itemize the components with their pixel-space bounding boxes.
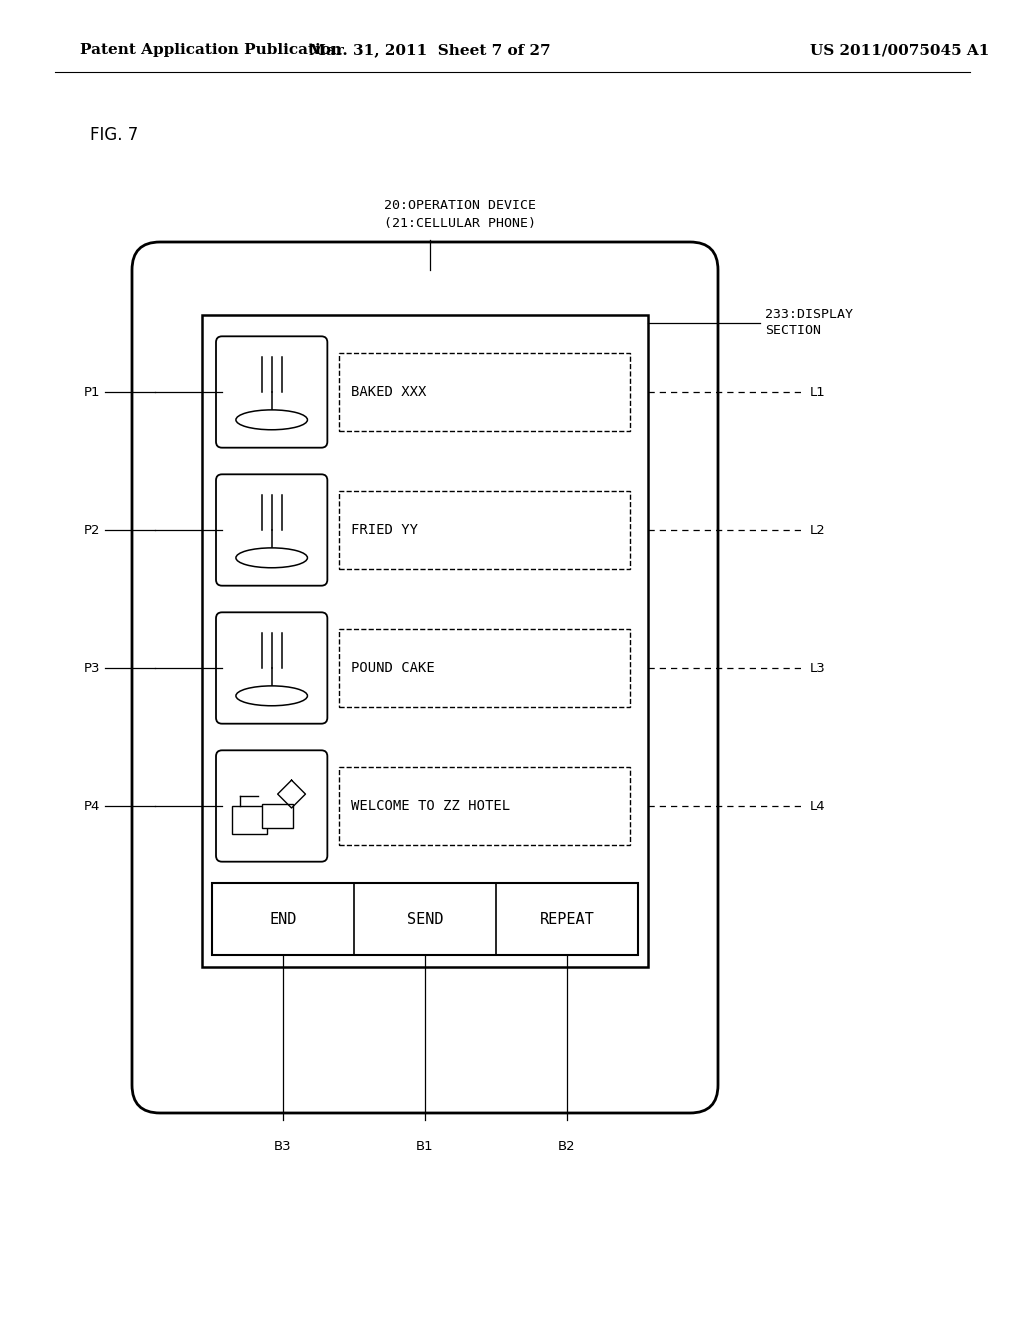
Text: P3: P3 — [84, 661, 100, 675]
Text: (21:CELLULAR PHONE): (21:CELLULAR PHONE) — [384, 216, 536, 230]
Text: P4: P4 — [84, 800, 100, 813]
Text: END: END — [269, 912, 297, 927]
Bar — [339, 491, 630, 569]
FancyBboxPatch shape — [216, 337, 328, 447]
Ellipse shape — [236, 686, 307, 706]
Text: L2: L2 — [810, 524, 825, 536]
Text: L3: L3 — [810, 661, 825, 675]
Text: L1: L1 — [810, 385, 825, 399]
Text: Patent Application Publication: Patent Application Publication — [80, 44, 342, 57]
Text: Mar. 31, 2011  Sheet 7 of 27: Mar. 31, 2011 Sheet 7 of 27 — [309, 44, 551, 57]
Text: L4: L4 — [810, 800, 825, 813]
Text: B3: B3 — [274, 1140, 292, 1152]
Text: B2: B2 — [558, 1140, 575, 1152]
Text: WELCOME TO ZZ HOTEL: WELCOME TO ZZ HOTEL — [351, 799, 511, 813]
FancyBboxPatch shape — [216, 474, 328, 586]
Text: FRIED YY: FRIED YY — [351, 523, 419, 537]
Ellipse shape — [236, 548, 307, 568]
Text: P2: P2 — [84, 524, 100, 536]
Ellipse shape — [236, 411, 307, 430]
FancyBboxPatch shape — [216, 750, 328, 862]
Text: US 2011/0075045 A1: US 2011/0075045 A1 — [810, 44, 989, 57]
Text: REPEAT: REPEAT — [540, 912, 594, 927]
FancyBboxPatch shape — [216, 612, 328, 723]
Text: BAKED XXX: BAKED XXX — [351, 385, 427, 399]
Text: FIG. 7: FIG. 7 — [90, 125, 138, 144]
Bar — [212, 883, 638, 954]
Text: 20:OPERATION DEVICE: 20:OPERATION DEVICE — [384, 199, 536, 213]
Text: POUND CAKE: POUND CAKE — [351, 661, 435, 675]
Text: P1: P1 — [84, 385, 100, 399]
Bar — [339, 354, 630, 430]
Text: 233:DISPLAY
SECTION: 233:DISPLAY SECTION — [765, 309, 853, 338]
Text: SEND: SEND — [407, 912, 443, 927]
Bar — [262, 804, 293, 828]
Bar — [231, 807, 266, 834]
Bar — [339, 630, 630, 706]
Bar — [339, 767, 630, 845]
FancyBboxPatch shape — [132, 242, 718, 1113]
Text: B1: B1 — [416, 1140, 434, 1152]
Bar — [202, 315, 648, 968]
